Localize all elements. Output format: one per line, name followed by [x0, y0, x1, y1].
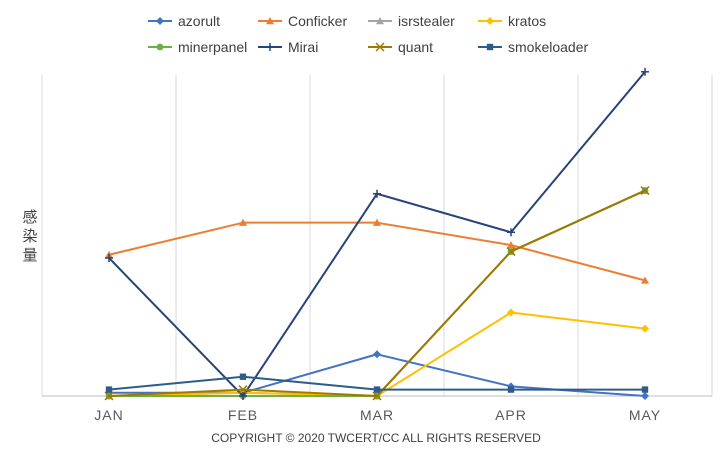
- x-tick-label: MAR: [360, 407, 394, 423]
- data-point: [105, 253, 113, 262]
- copyright-footer: COPYRIGHT © 2020 TWCERT/CC ALL RIGHTS RE…: [211, 431, 541, 445]
- legend-item-isrstealer: isrstealer: [368, 13, 455, 29]
- legend-label: kratos: [508, 13, 546, 29]
- legend-item-minerpanel: minerpanel: [148, 39, 247, 55]
- data-point: [104, 391, 114, 401]
- series-mirai: [105, 67, 649, 400]
- data-point: [641, 392, 649, 400]
- data-point: [507, 241, 515, 249]
- series-line: [108, 71, 646, 397]
- data-point: [641, 67, 649, 76]
- legend-marker: [266, 17, 274, 25]
- data-point: [641, 276, 649, 284]
- legend-item-quant: quant: [368, 39, 433, 55]
- x-tick-label: FEB: [228, 407, 258, 423]
- legend-label: quant: [398, 39, 433, 55]
- legend-label: azorult: [178, 13, 220, 29]
- y-axis-label: 感染量: [22, 208, 37, 264]
- legend-item-smokeloader: smokeloader: [478, 39, 588, 55]
- x-tick-label: JAN: [94, 407, 123, 423]
- data-point: [641, 324, 649, 333]
- x-axis-ticks: JAN FEB MAR APR MAY: [94, 407, 661, 423]
- legend-label: isrstealer: [398, 13, 455, 29]
- legend-marker: [156, 17, 164, 25]
- legend-item-azorult: azorult: [148, 13, 220, 29]
- data-point: [239, 373, 247, 380]
- x-tick-label: MAY: [629, 407, 661, 423]
- data-point: [507, 386, 515, 393]
- chart-series-layer: [104, 67, 650, 401]
- data-point: [507, 308, 515, 317]
- legend-item-conficker: Conficker: [258, 13, 347, 29]
- data-point: [238, 385, 248, 395]
- legend-marker: [376, 17, 384, 25]
- legend-marker: [266, 43, 274, 51]
- legend-item-kratos: kratos: [478, 13, 546, 29]
- data-point: [372, 391, 382, 401]
- data-point: [373, 218, 381, 226]
- legend-label: minerpanel: [178, 39, 247, 55]
- legend-label: smokeloader: [508, 39, 588, 55]
- legend-item-mirai: Mirai: [258, 39, 318, 55]
- legend-marker: [486, 17, 494, 25]
- legend-marker: [486, 43, 494, 51]
- data-point: [373, 386, 381, 393]
- chart-legend: azorult Conficker isrstealer kratos minerpan…: [148, 13, 588, 55]
- data-point: [641, 386, 649, 393]
- legend-marker: [375, 42, 385, 52]
- data-point: [506, 247, 516, 257]
- data-point: [507, 228, 515, 237]
- data-point: [373, 189, 381, 198]
- data-point: [239, 218, 247, 226]
- data-point: [373, 350, 381, 359]
- series-conficker: [105, 218, 649, 284]
- series-quant: [104, 186, 650, 401]
- series-line: [108, 221, 646, 282]
- series-smokeloader: [105, 373, 649, 393]
- legend-label: Conficker: [288, 13, 347, 29]
- series-isrstealer: [105, 186, 649, 400]
- data-point: [640, 186, 650, 196]
- chart-grid: [41, 75, 713, 397]
- data-point: [239, 392, 247, 400]
- x-tick-label: APR: [495, 407, 527, 423]
- legend-marker: [156, 43, 164, 51]
- data-point: [105, 386, 113, 393]
- legend-label: Mirai: [288, 39, 318, 55]
